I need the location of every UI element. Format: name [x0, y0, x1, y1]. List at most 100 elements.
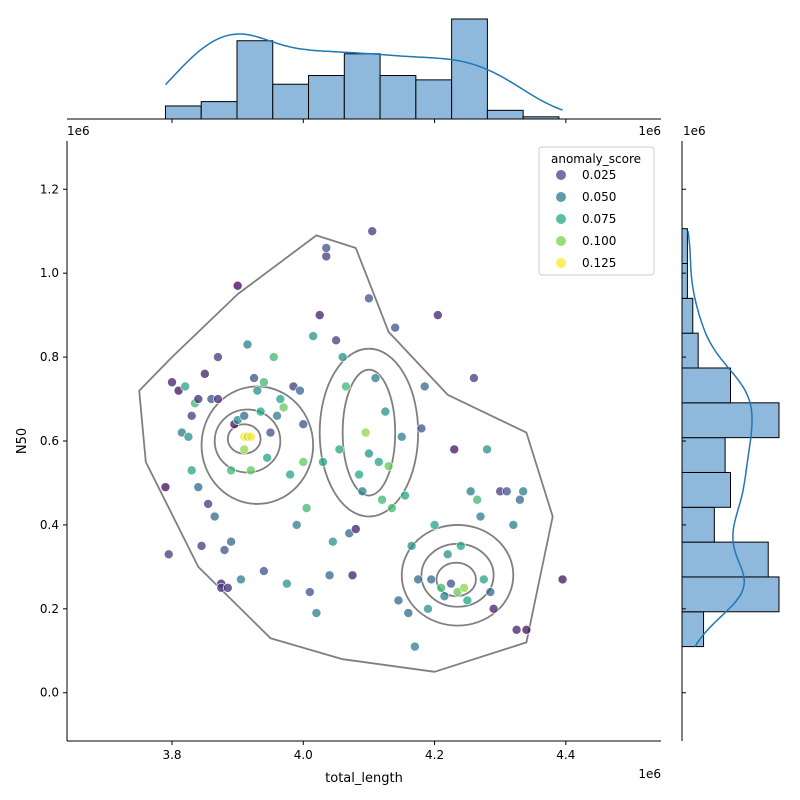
scatter-point [298, 419, 309, 430]
scatter-point [508, 520, 519, 530]
y-axis-label: N50 [15, 428, 30, 454]
scatter-point [163, 549, 174, 560]
top-hist-offset-label-left: 1e6 [67, 124, 90, 138]
scatter-point [419, 381, 430, 392]
scatter-point [501, 486, 512, 497]
top-hist-bar [236, 40, 274, 120]
scatter-point [521, 625, 532, 635]
scatter-point [380, 406, 391, 417]
legend: anomaly_score 0.025 0.050 0.075 0.100 0.125 [538, 146, 655, 276]
scatter-point [423, 604, 433, 614]
scatter-point [511, 625, 522, 635]
scatter-point [328, 536, 338, 547]
x-tick-label: 4.4 [556, 748, 575, 762]
top-kde-line [164, 33, 563, 111]
legend-marker [556, 258, 566, 268]
scatter-point [186, 465, 197, 476]
scatter-point [515, 494, 525, 505]
scatter-point [262, 452, 272, 463]
scatter-point [308, 331, 318, 341]
right-hist-bar [681, 576, 780, 613]
legend-entry-label: 0.025 [582, 168, 616, 182]
scatter-point [213, 352, 223, 362]
scatter-point [259, 377, 269, 388]
legend-marker [556, 192, 566, 202]
scatter-point [403, 608, 414, 618]
right-hist-bar [681, 297, 694, 334]
scatter-point [459, 583, 469, 593]
scatter-point [305, 587, 315, 597]
legend-marker [556, 236, 566, 246]
legend-title: anomaly_score [551, 152, 641, 166]
legend-entry-label: 0.100 [582, 234, 616, 248]
x-tick-label: 4.0 [294, 748, 313, 762]
scatter-point [180, 381, 190, 392]
scatter-point [278, 402, 289, 413]
scatter-point [324, 570, 335, 581]
scatter-point [488, 604, 499, 614]
y-tick-label: 0.8 [40, 350, 59, 364]
scatter-point [383, 461, 394, 471]
right-hist-bar [681, 437, 726, 473]
scatter-point [406, 541, 417, 551]
legend-entry-label: 0.075 [582, 212, 616, 226]
x-axis-label: total_length [325, 771, 403, 786]
scatter-point [255, 406, 266, 417]
scatter-point [557, 574, 568, 585]
scatter-point [341, 381, 351, 392]
top-hist-bar [522, 116, 560, 120]
y-tick-label: 0.2 [40, 602, 59, 616]
scatter-point [393, 595, 404, 606]
x-tick-label: 3.8 [162, 748, 181, 762]
scatter-point [242, 339, 253, 350]
kde-contour [400, 524, 515, 627]
scatter-point [167, 377, 177, 388]
scatter-point [337, 352, 348, 362]
right-hist-bar [681, 332, 699, 369]
y-tick-label: 1.0 [40, 266, 59, 280]
top-hist-bar [415, 79, 453, 120]
scatter-point [410, 641, 420, 652]
scatter-point [318, 457, 328, 467]
scatter-point [449, 444, 460, 455]
scatter-point [160, 482, 171, 492]
x-offset-label: 1e6 [638, 767, 661, 781]
y-tick-label: 0.4 [40, 518, 59, 532]
scatter-point [485, 587, 496, 597]
top-hist-bar [164, 105, 202, 120]
scatter-point [249, 373, 259, 383]
scatter-point [472, 494, 483, 505]
scatter-point [426, 574, 437, 585]
legend-entry-label: 0.125 [582, 256, 616, 270]
scatter-point [183, 432, 194, 442]
y-tick-label: 0.6 [40, 434, 59, 448]
scatter-point [268, 352, 279, 362]
right-hist-offset-label: 1e6 [683, 124, 706, 138]
scatter-point [469, 373, 479, 383]
scatter-point [331, 335, 341, 346]
scatter-point [213, 394, 223, 404]
top-hist-bar [343, 53, 381, 120]
scatter-point [364, 448, 374, 459]
scatter-point [321, 251, 332, 262]
right-hist-bar [681, 506, 715, 543]
scatter-point [354, 469, 364, 480]
scatter-point [373, 457, 384, 467]
kde-contour [200, 385, 315, 505]
right-hist-bar [681, 263, 688, 299]
scatter-point [259, 566, 269, 576]
axes: 3.8 4.0 4.2 4.4 0.0 0.2 0.4 0.6 0.8 1.0 1.2 [40, 119, 686, 762]
scatter-point [298, 457, 309, 467]
scatter-point [400, 490, 410, 501]
scatter-point [232, 280, 243, 291]
top-hist-bar [200, 101, 238, 120]
scatter-point [245, 465, 256, 476]
scatter-point [364, 293, 374, 304]
scatter-point [186, 411, 197, 421]
scatter-point [285, 469, 295, 480]
scatter-point [370, 373, 381, 383]
scatter-point [367, 226, 378, 237]
legend-entry-label: 0.050 [582, 190, 616, 204]
top-hist-bar [451, 18, 488, 120]
